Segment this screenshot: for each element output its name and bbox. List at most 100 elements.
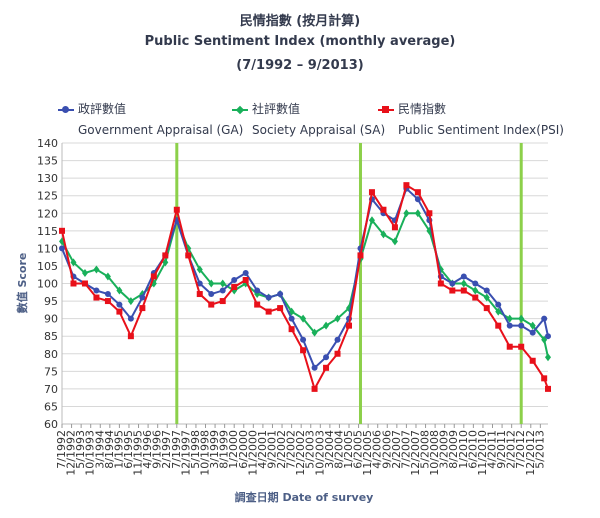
y-axis-title: 數值 Score [15, 253, 29, 314]
point-psi [380, 206, 387, 213]
point-ga [93, 287, 100, 294]
point-ga [323, 354, 330, 361]
point-ga [219, 287, 226, 294]
x-tick-label: 5/2013 [533, 430, 546, 469]
x-tick-label: 10/1993 [84, 430, 97, 476]
x-tick-label: 5/1993 [74, 430, 87, 469]
chart-period: (7/1992 – 9/2013) [236, 58, 364, 73]
point-sa [219, 279, 226, 288]
x-tick-label: 1/2010 [457, 430, 470, 469]
legend-sa-en: Society Appraisal (SA) [252, 123, 386, 137]
point-ga [495, 301, 502, 308]
point-ga [414, 196, 421, 203]
point-psi [288, 326, 295, 333]
series-lines [59, 182, 551, 392]
y-tick-label: 75 [44, 365, 58, 378]
point-psi [277, 305, 284, 312]
chart-title-chinese: 民情指數 (按月計算) [239, 14, 361, 29]
point-ga [104, 291, 111, 298]
point-sa [93, 265, 100, 274]
point-sa [483, 293, 490, 302]
x-tick-label: 7/2012 [514, 430, 527, 469]
point-sa [495, 307, 502, 316]
x-tick-label: 5/1998 [189, 430, 202, 469]
point-sa [391, 237, 398, 246]
point-psi [300, 347, 307, 354]
point-psi [460, 287, 467, 294]
point-psi [449, 287, 456, 294]
point-psi [254, 301, 261, 308]
point-ga [208, 291, 215, 298]
x-tick-label: 11/2005 [361, 430, 374, 476]
point-sa [460, 279, 467, 288]
point-psi [127, 333, 134, 340]
y-tick-label: 105 [37, 260, 58, 273]
point-sa [323, 321, 330, 330]
point-sa [414, 209, 421, 218]
point-psi [311, 385, 318, 392]
y-axis-ticks: 60 65 70 75 80 85 90 95 100 105 110 115 120 125 130 135… [37, 137, 58, 431]
point-psi [368, 189, 375, 196]
x-tick-label: 12/2012 [524, 430, 537, 476]
point-psi [116, 308, 123, 315]
y-tick-label: 100 [37, 278, 58, 291]
point-ga [59, 245, 65, 252]
point-psi [414, 189, 421, 196]
point-sa [104, 272, 111, 281]
point-ga [506, 322, 513, 329]
x-tick-label: 10/2008 [428, 430, 441, 476]
x-tick-label: 12/1997 [179, 430, 192, 476]
point-psi [518, 343, 525, 350]
point-psi [495, 322, 502, 329]
x-tick-label: 12/2007 [409, 430, 422, 476]
legend-item-ga[interactable]: 政評數值 Government Appraisal (GA) [58, 100, 243, 137]
y-tick-label: 70 [44, 383, 58, 396]
legend-ga-en: Government Appraisal (GA) [78, 123, 244, 137]
point-psi [529, 357, 536, 364]
x-tick-label: 11/2010 [476, 430, 489, 476]
point-psi [196, 291, 203, 298]
point-psi [506, 343, 513, 350]
point-ga [541, 315, 548, 322]
point-sa [403, 209, 410, 218]
legend-item-psi[interactable]: 民情指數 Public Sentiment Index(PSI) [378, 100, 564, 137]
x-tick-label: 2/2002 [275, 430, 288, 469]
y-tick-label: 125 [37, 190, 58, 203]
x-tick-label: 6/2000 [237, 430, 250, 469]
x-tick-label: 11/2000 [246, 430, 259, 476]
legend-item-sa[interactable]: 社評數值 Society Appraisal (SA) [232, 100, 385, 137]
point-psi [59, 227, 65, 234]
y-tick-label: 120 [37, 207, 58, 220]
point-sa [529, 321, 536, 330]
y-tick-label: 85 [44, 330, 58, 343]
x-tick-label: 12/1992 [65, 430, 78, 476]
x-tick-label: 6/2005 [352, 430, 365, 469]
x-tick-label: 9/2011 [495, 430, 508, 469]
point-psi [81, 280, 88, 287]
x-tick-label: 8/2004 [332, 430, 345, 469]
point-psi [208, 301, 215, 308]
x-tick-label: 6/1995 [122, 430, 135, 469]
point-ga [460, 273, 467, 280]
x-tick-label: 1/1995 [112, 430, 125, 469]
y-tick-label: 60 [44, 418, 58, 431]
point-sa [334, 314, 341, 323]
x-axis-title: 調查日期 Date of survey [235, 490, 374, 504]
x-tick-label: 3/1994 [93, 430, 106, 469]
x-tick-label: 5/2003 [304, 430, 317, 469]
x-tick-label: 4/2001 [256, 430, 269, 469]
point-ga [529, 329, 536, 336]
point-psi [323, 364, 330, 371]
point-psi [437, 280, 444, 287]
point-psi [357, 252, 364, 259]
x-tick-label: 10/2003 [313, 430, 326, 476]
y-tick-label: 130 [37, 172, 58, 185]
y-tick-label: 90 [44, 313, 58, 326]
point-ga [518, 322, 525, 329]
y-tick-label: 65 [44, 400, 58, 413]
chart-title: Public Sentiment Index (monthly average) [144, 34, 456, 49]
legend-psi-en: Public Sentiment Index(PSI) [398, 123, 564, 137]
x-tick-label: 12/2002 [294, 430, 307, 476]
point-psi [185, 252, 192, 259]
